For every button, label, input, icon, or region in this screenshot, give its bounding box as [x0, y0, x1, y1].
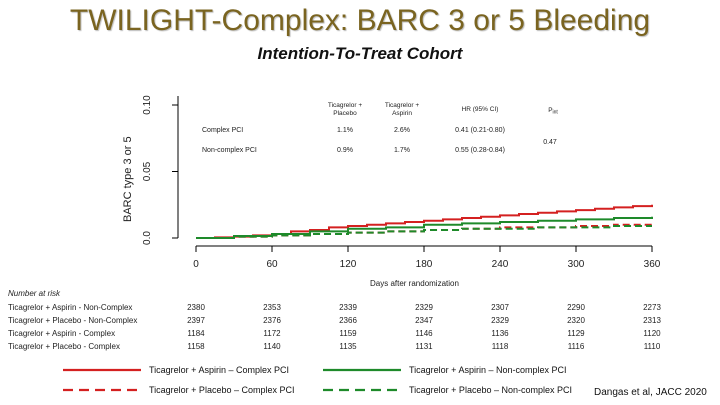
hr-table: Ticagrelor + Placebo Ticagrelor + Aspiri… — [202, 102, 558, 154]
risk-cell: 2353 — [263, 303, 281, 312]
slide-subtitle: Intention-To-Treat Cohort — [257, 44, 463, 63]
hr-table-header-2b: Aspirin — [392, 110, 412, 117]
legend: Ticagrelor + Aspirin – Complex PCI Ticagr… — [63, 365, 572, 395]
hr-table-header-3: HR (95% CI) — [462, 106, 499, 113]
x-tick-label: 120 — [340, 259, 357, 270]
risk-cell: 2376 — [263, 316, 281, 325]
hr-table-header-1b: Placebo — [333, 110, 357, 117]
x-tick-label: 240 — [492, 259, 509, 270]
risk-cell: 1129 — [567, 329, 585, 338]
risk-cell: 2320 — [567, 316, 585, 325]
slide-title: TWILIGHT-Complex: BARC 3 or 5 Bleeding — [69, 4, 651, 37]
risk-cell: 2339 — [339, 303, 357, 312]
hr-row-complex-v2: 2.6% — [394, 127, 410, 134]
y-tick-label: 0.05 — [142, 161, 153, 181]
risk-cell: 2329 — [491, 316, 509, 325]
risk-cell: 2290 — [567, 303, 585, 312]
risk-row-label: Ticagrelor + Placebo - Complex — [8, 342, 120, 351]
citation: Dangas et al, JACC 2020 — [594, 387, 707, 398]
hr-table-header-2: Ticagrelor + — [385, 102, 419, 109]
series-line-1 — [196, 204, 653, 239]
risk-cell: 2313 — [643, 316, 661, 325]
risk-cell: 1118 — [492, 342, 509, 351]
x-axis-label: Days after randomization — [370, 279, 459, 288]
risk-title: Number at risk — [8, 289, 61, 298]
hr-row-noncomplex-v1: 0.9% — [337, 147, 353, 154]
y-axis-label: BARC type 3 or 5 — [122, 136, 134, 222]
risk-cell: 2273 — [643, 303, 661, 312]
risk-cell: 1116 — [568, 342, 585, 351]
hr-pint-value: 0.47 — [543, 139, 557, 146]
hr-table-header-1: Ticagrelor + — [328, 102, 362, 109]
risk-cell: 1184 — [187, 329, 205, 338]
y-ticks: 0.0 0.05 0.10 — [142, 95, 178, 245]
series-lines — [196, 204, 653, 239]
x-tick-label: 180 — [416, 259, 433, 270]
risk-cell: 1159 — [339, 329, 357, 338]
risk-cell: 1146 — [415, 329, 433, 338]
risk-cell: 2366 — [339, 316, 357, 325]
series-line-4 — [196, 225, 652, 239]
risk-cell: 2347 — [415, 316, 433, 325]
x-tick-label: 360 — [644, 259, 661, 270]
risk-cell: 1140 — [263, 342, 281, 351]
x-tick-label: 60 — [266, 259, 278, 270]
hr-row-noncomplex-label: Non-complex PCI — [202, 147, 257, 154]
risk-row-label: Ticagrelor + Placebo - Non-Complex — [8, 316, 137, 325]
legend-label: Ticagrelor + Placebo – Non-complex PCI — [409, 385, 572, 395]
y-tick-label: 0.0 — [142, 231, 153, 245]
hr-row-complex-label: Complex PCI — [202, 127, 243, 134]
risk-row-label: Ticagrelor + Aspirin - Complex — [8, 329, 115, 338]
risk-cell: 1135 — [339, 342, 357, 351]
risk-cell: 1136 — [491, 329, 509, 338]
risk-cell: 1172 — [263, 329, 281, 338]
risk-cell: 2380 — [187, 303, 205, 312]
hr-row-complex-v1: 1.1% — [337, 127, 353, 134]
risk-cell: 2397 — [187, 316, 205, 325]
hr-row-complex-v3: 0.41 (0.21-0.80) — [455, 127, 505, 134]
risk-cell: 1120 — [643, 329, 661, 338]
x-tick-label: 0 — [193, 259, 199, 270]
hr-row-noncomplex-v2: 1.7% — [394, 147, 410, 154]
y-tick-label: 0.10 — [142, 95, 153, 115]
legend-label: Ticagrelor + Aspirin – Complex PCI — [149, 365, 289, 375]
hr-table-header-4: Pint — [548, 107, 558, 116]
risk-cell: 2329 — [415, 303, 433, 312]
risk-table: Ticagrelor + Aspirin - Non-Complex 2380 23… — [8, 303, 661, 351]
hr-row-noncomplex-v3: 0.55 (0.28-0.84) — [455, 147, 505, 154]
risk-cell: 2307 — [491, 303, 509, 312]
risk-row-label: Ticagrelor + Aspirin - Non-Complex — [8, 303, 132, 312]
legend-label: Ticagrelor + Aspirin – Non-complex PCI — [409, 365, 566, 375]
legend-label: Ticagrelor + Placebo – Complex PCI — [149, 385, 294, 395]
x-tick-label: 300 — [568, 259, 585, 270]
risk-cell: 1110 — [644, 342, 661, 351]
risk-cell: 1158 — [187, 342, 205, 351]
risk-cell: 1131 — [415, 342, 433, 351]
series-line-3 — [196, 216, 653, 239]
x-ticks: 0 60 120 180 240 300 360 — [193, 246, 661, 270]
